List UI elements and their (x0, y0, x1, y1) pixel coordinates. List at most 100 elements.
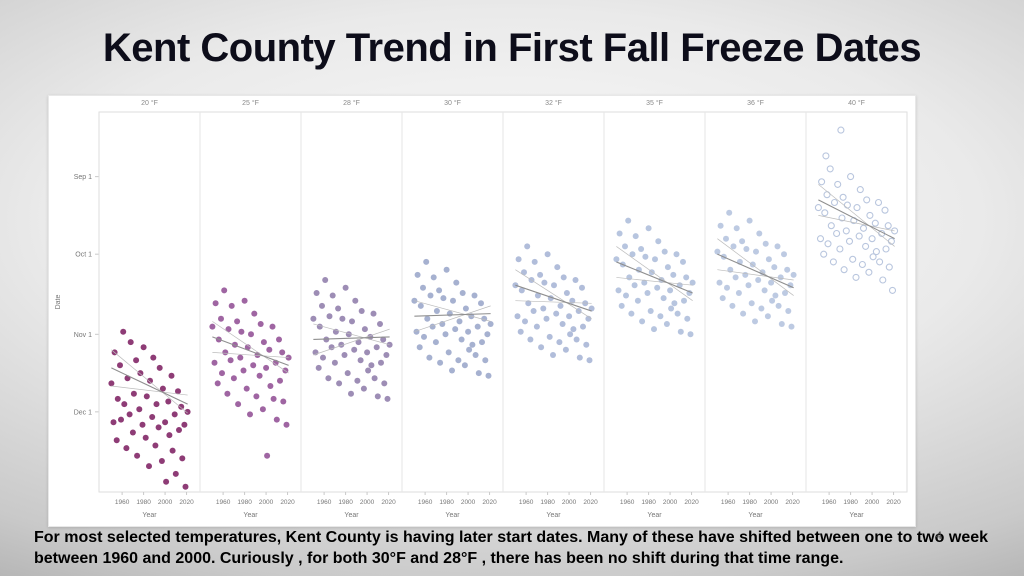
data-point (540, 305, 547, 312)
data-point (449, 367, 455, 374)
data-point (365, 367, 372, 374)
data-point (891, 227, 899, 235)
x-tick-label: 1980 (338, 499, 353, 506)
data-point (263, 364, 270, 371)
data-point (743, 246, 750, 252)
data-point (764, 313, 771, 320)
data-point (748, 300, 755, 307)
data-point (740, 310, 747, 317)
confidence-band-lower (717, 269, 794, 281)
data-point (777, 274, 784, 281)
data-point (855, 232, 863, 240)
x-tick-label: 1980 (843, 499, 858, 506)
data-point (465, 328, 472, 335)
panel-temp-label: 25 °F (242, 99, 259, 107)
data-point (310, 315, 317, 322)
data-point (225, 326, 232, 333)
data-point (446, 310, 453, 317)
data-point (838, 214, 846, 222)
data-point (487, 321, 494, 327)
data-point (840, 266, 848, 274)
data-point (114, 395, 121, 402)
data-point (127, 339, 134, 346)
data-point (865, 268, 873, 276)
data-point (557, 302, 564, 309)
data-point (165, 398, 172, 405)
data-point (325, 375, 332, 382)
data-point (556, 339, 563, 346)
data-point (364, 349, 371, 356)
data-point (354, 377, 361, 384)
data-point (629, 251, 636, 258)
data-point (269, 323, 276, 330)
x-tick-label: 2020 (886, 499, 901, 506)
data-point (663, 321, 670, 327)
data-point (681, 297, 687, 304)
data-point (218, 315, 224, 322)
data-point (328, 344, 335, 351)
x-tick-label: 2020 (381, 499, 396, 506)
data-point (572, 277, 579, 283)
data-point (237, 354, 244, 361)
data-point (719, 295, 726, 302)
data-point (149, 414, 156, 420)
data-point (228, 302, 235, 309)
data-point (541, 279, 548, 286)
data-point (315, 364, 322, 371)
data-point (179, 455, 186, 462)
data-point (668, 305, 675, 312)
data-point (142, 434, 149, 441)
data-point (782, 290, 788, 296)
data-point (546, 333, 553, 340)
y-tick-label: Oct 1 (75, 252, 92, 259)
data-point (176, 427, 182, 433)
x-tick-label: 2000 (259, 499, 274, 506)
data-point (134, 452, 141, 459)
data-point (424, 315, 431, 322)
data-point (866, 211, 874, 219)
data-point (837, 126, 845, 134)
data-point (765, 256, 772, 263)
confidence-band-upper (818, 184, 895, 247)
data-point (613, 256, 620, 263)
chart-card: Sep 1 Oct 1 Nov 1 Dec 1 Date 20 °F 1960 1980 200… (48, 95, 916, 527)
x-tick-label: 1960 (620, 499, 635, 506)
data-point (381, 380, 388, 387)
data-point (355, 339, 362, 346)
data-point (641, 279, 648, 286)
data-point (430, 274, 437, 281)
data-point (583, 341, 590, 348)
data-point (433, 308, 440, 314)
data-point (683, 274, 690, 281)
x-tick-label: 2000 (562, 499, 577, 506)
data-point (814, 204, 822, 212)
data-point (251, 310, 258, 317)
data-point (518, 287, 525, 294)
confidence-band-upper (616, 246, 693, 301)
x-tick-label: 1960 (822, 499, 837, 506)
data-point (469, 341, 476, 348)
data-point (383, 352, 390, 358)
data-point (534, 292, 541, 299)
data-point (163, 478, 170, 485)
x-axis-title: Year (142, 512, 157, 519)
data-point (120, 328, 127, 335)
data-point (752, 318, 758, 325)
data-point (573, 336, 580, 343)
data-point (843, 201, 851, 209)
data-point (567, 331, 574, 338)
trend-line (717, 253, 794, 289)
data-point (879, 276, 887, 284)
data-point (884, 222, 892, 230)
panel-points (814, 126, 899, 294)
data-point (209, 323, 216, 330)
confidence-band-lower (616, 277, 693, 286)
panel-temp-label: 20 °F (141, 99, 158, 107)
x-tick-label: 1980 (641, 499, 656, 506)
data-point (769, 297, 776, 304)
y-tick-label: Dec 1 (74, 409, 92, 416)
data-point (150, 354, 157, 361)
data-point (652, 256, 658, 263)
y-tick-label: Nov 1 (74, 332, 92, 339)
x-axis-title: Year (849, 512, 864, 519)
